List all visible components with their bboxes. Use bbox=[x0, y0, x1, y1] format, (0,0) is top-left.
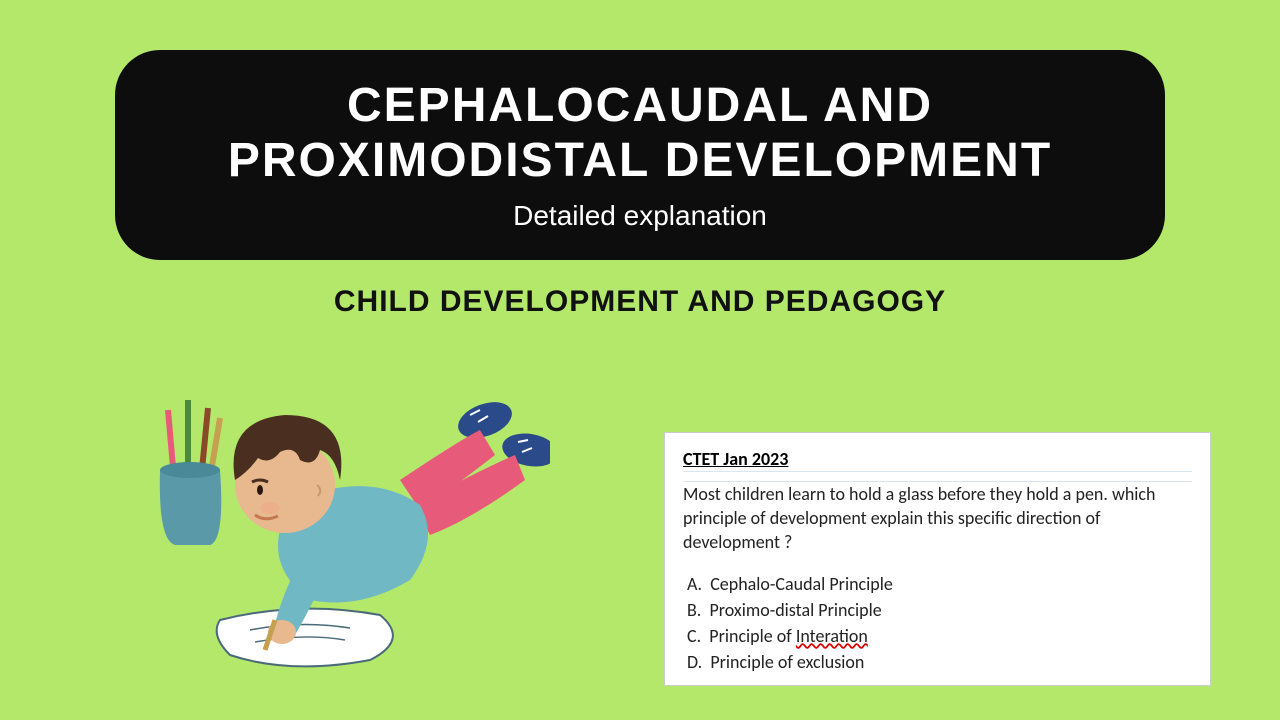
title-card: CEPHALOCAUDAL AND PROXIMODISTAL DEVELOPM… bbox=[115, 50, 1165, 260]
title-line-2: PROXIMODISTAL DEVELOPMENT bbox=[228, 134, 1052, 187]
section-heading: CHILD DEVELOPMENT AND PEDAGOGY bbox=[0, 285, 1280, 319]
child-drawing-illustration bbox=[120, 360, 550, 690]
option-d-text: Principle of exclusion bbox=[710, 651, 864, 673]
option-b: B. Proximo-distal Principle bbox=[683, 597, 1192, 623]
pencil-cup-icon bbox=[160, 400, 221, 545]
option-d: D. Principle of exclusion bbox=[683, 649, 1192, 675]
title-line-1: CEPHALOCAUDAL AND bbox=[347, 79, 933, 132]
option-c-prefix: Principle of bbox=[709, 625, 796, 647]
option-c-word: Interation bbox=[796, 625, 868, 647]
shoe-icon bbox=[453, 395, 517, 444]
question-header: CTET Jan 2023 bbox=[683, 448, 788, 470]
main-title: CEPHALOCAUDAL AND PROXIMODISTAL DEVELOPM… bbox=[228, 78, 1052, 188]
subtitle: Detailed explanation bbox=[513, 200, 767, 232]
option-c: C. Principle of Interation bbox=[683, 623, 1192, 649]
question-card: CTET Jan 2023 Most children learn to hol… bbox=[665, 433, 1210, 685]
eye-icon bbox=[257, 485, 263, 495]
option-b-text: Proximo-distal Principle bbox=[709, 599, 881, 621]
question-text: Most children learn to hold a glass befo… bbox=[683, 482, 1192, 555]
option-a: A. Cephalo-Caudal Principle bbox=[683, 571, 1192, 597]
option-a-text: Cephalo-Caudal Principle bbox=[710, 573, 893, 595]
